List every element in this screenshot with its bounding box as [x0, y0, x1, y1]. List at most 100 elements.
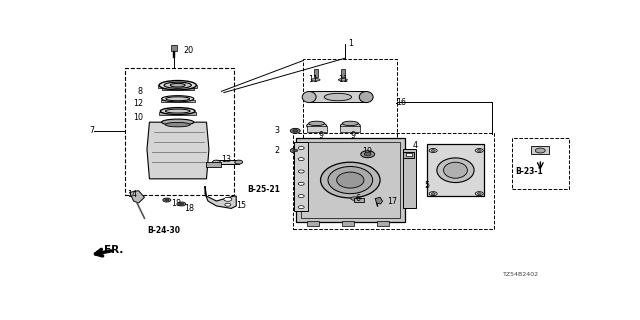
Circle shape — [477, 149, 481, 151]
Ellipse shape — [342, 121, 358, 126]
Text: 5: 5 — [425, 180, 430, 189]
Bar — [294, 142, 308, 211]
Text: 3: 3 — [275, 126, 280, 135]
Ellipse shape — [161, 96, 194, 102]
Text: 2: 2 — [275, 146, 280, 155]
Text: 9: 9 — [350, 131, 355, 140]
Bar — [340, 126, 360, 132]
Text: 20: 20 — [183, 46, 193, 55]
Ellipse shape — [159, 81, 196, 90]
Bar — [162, 88, 193, 90]
Bar — [341, 69, 345, 76]
Text: FR.: FR. — [104, 245, 123, 255]
Text: 10: 10 — [134, 113, 143, 122]
Ellipse shape — [166, 97, 189, 101]
Text: 1: 1 — [348, 39, 353, 48]
Text: 4: 4 — [412, 141, 417, 150]
Circle shape — [298, 147, 304, 149]
Ellipse shape — [165, 109, 190, 113]
Polygon shape — [129, 191, 145, 203]
Circle shape — [361, 151, 374, 158]
Ellipse shape — [161, 119, 194, 125]
Circle shape — [476, 192, 483, 196]
Circle shape — [298, 182, 304, 185]
Circle shape — [364, 153, 371, 156]
Text: 18: 18 — [171, 199, 180, 209]
Circle shape — [165, 199, 169, 201]
Ellipse shape — [321, 162, 380, 198]
Ellipse shape — [324, 93, 351, 101]
Bar — [342, 221, 354, 226]
Ellipse shape — [212, 160, 220, 164]
Bar — [301, 142, 400, 218]
Ellipse shape — [351, 197, 358, 200]
Ellipse shape — [437, 158, 474, 182]
Bar — [406, 153, 412, 156]
Circle shape — [298, 170, 304, 173]
Text: 11: 11 — [308, 75, 317, 84]
Bar — [161, 100, 195, 102]
Text: 6: 6 — [355, 194, 360, 203]
Circle shape — [298, 158, 304, 161]
Text: 7: 7 — [89, 126, 94, 135]
Text: 14: 14 — [127, 190, 137, 199]
Circle shape — [291, 148, 300, 153]
Ellipse shape — [311, 79, 320, 81]
Circle shape — [298, 195, 304, 197]
Circle shape — [431, 149, 435, 151]
Circle shape — [225, 203, 231, 206]
Bar — [314, 69, 317, 76]
Circle shape — [298, 206, 304, 209]
Bar — [355, 198, 364, 202]
Ellipse shape — [308, 121, 324, 126]
Ellipse shape — [328, 166, 372, 194]
Bar — [511, 138, 568, 189]
Circle shape — [477, 193, 481, 195]
Polygon shape — [147, 122, 209, 179]
Ellipse shape — [359, 92, 373, 103]
Circle shape — [292, 130, 298, 132]
Text: 13: 13 — [221, 155, 232, 164]
Ellipse shape — [161, 108, 195, 115]
Bar — [403, 152, 414, 158]
Bar — [376, 221, 388, 226]
Bar — [403, 149, 416, 208]
Circle shape — [292, 149, 298, 152]
Bar — [159, 112, 196, 115]
Bar — [216, 160, 239, 164]
Circle shape — [180, 203, 184, 205]
Bar — [158, 85, 197, 88]
Circle shape — [163, 198, 171, 202]
Bar — [173, 51, 175, 58]
Circle shape — [291, 128, 300, 133]
Circle shape — [535, 148, 545, 153]
Text: 15: 15 — [236, 202, 246, 211]
Ellipse shape — [170, 84, 185, 87]
Ellipse shape — [444, 162, 467, 178]
Ellipse shape — [235, 160, 243, 164]
Circle shape — [224, 197, 232, 201]
Circle shape — [429, 192, 437, 196]
Ellipse shape — [165, 123, 190, 127]
Bar — [303, 59, 397, 141]
Bar — [296, 138, 405, 222]
Circle shape — [178, 202, 186, 206]
Circle shape — [431, 193, 435, 195]
Bar — [125, 68, 234, 195]
Bar — [207, 162, 221, 166]
Bar — [309, 92, 366, 102]
Bar — [307, 221, 319, 226]
Text: B-24-30: B-24-30 — [147, 226, 180, 235]
Bar — [531, 146, 549, 154]
Text: 8: 8 — [137, 87, 142, 96]
Bar — [172, 44, 177, 51]
Text: 17: 17 — [388, 196, 397, 205]
Polygon shape — [205, 186, 236, 208]
Circle shape — [476, 148, 483, 153]
Text: B-25-21: B-25-21 — [248, 185, 280, 194]
Circle shape — [429, 148, 437, 153]
Text: TZ54B2402: TZ54B2402 — [502, 272, 539, 277]
Text: 18: 18 — [184, 204, 194, 213]
Text: B-23-1: B-23-1 — [515, 167, 543, 176]
Ellipse shape — [164, 82, 191, 88]
